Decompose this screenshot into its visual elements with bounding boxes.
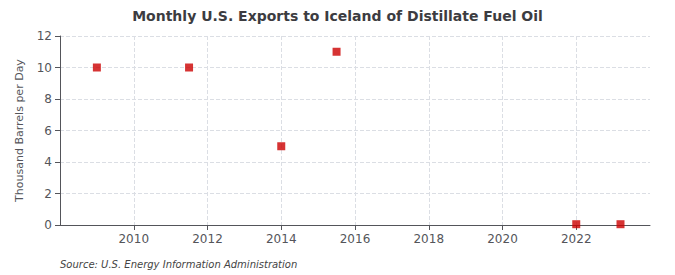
svg-text:Source: U.S. Energy Informatio: Source: U.S. Energy Information Administ…	[60, 259, 297, 270]
svg-text:2020: 2020	[487, 232, 518, 246]
svg-text:2018: 2018	[413, 232, 444, 246]
svg-text:2016: 2016	[340, 232, 371, 246]
svg-text:6: 6	[44, 124, 52, 138]
svg-text:2014: 2014	[266, 232, 297, 246]
svg-text:2012: 2012	[192, 232, 223, 246]
svg-text:Thousand Barrels per Day: Thousand Barrels per Day	[13, 59, 26, 203]
svg-text:4: 4	[44, 155, 52, 169]
svg-text:10: 10	[37, 61, 52, 75]
svg-text:0: 0	[44, 218, 52, 232]
svg-text:12: 12	[37, 29, 52, 43]
svg-text:2010: 2010	[118, 232, 149, 246]
svg-text:2: 2	[44, 187, 52, 201]
svg-text:2022: 2022	[561, 232, 592, 246]
svg-text:8: 8	[44, 92, 52, 106]
svg-text:Monthly U.S. Exports to Icelan: Monthly U.S. Exports to Iceland of Disti…	[132, 8, 543, 24]
